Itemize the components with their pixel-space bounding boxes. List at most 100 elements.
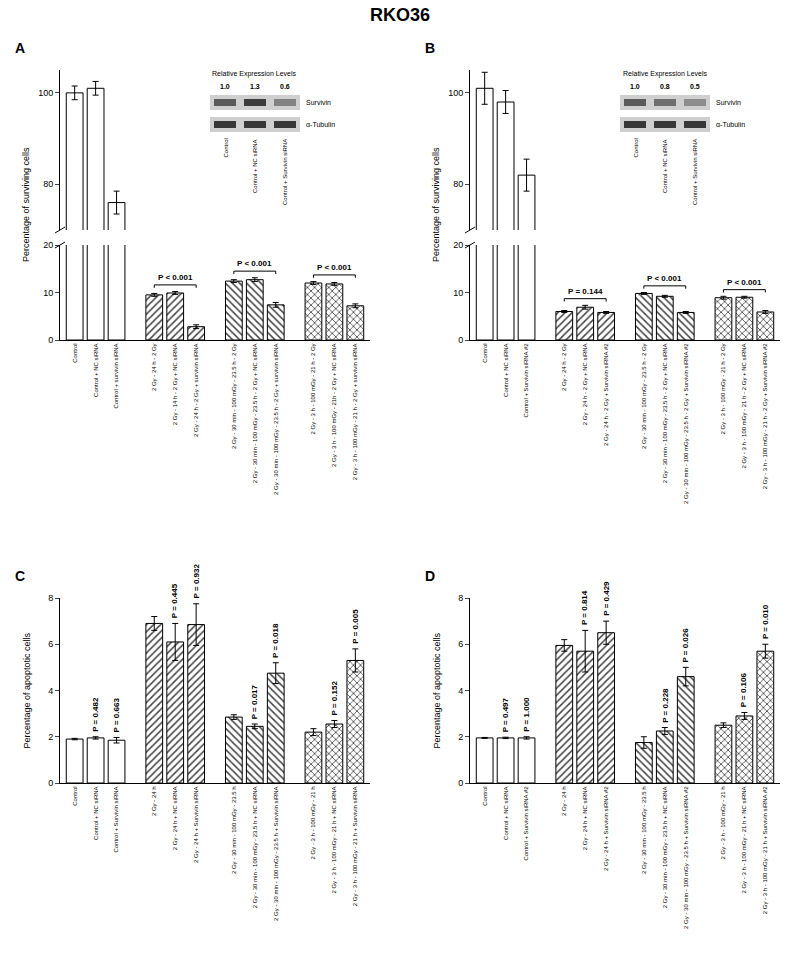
svg-text:2 Gy - 24 h + NC siRNA: 2 Gy - 24 h + NC siRNA [172,786,178,850]
svg-text:0.8: 0.8 [660,83,670,90]
svg-text:2 Gy - 24 h + NC siRNA: 2 Gy - 24 h + NC siRNA [582,786,588,850]
svg-text:0.5: 0.5 [690,83,700,90]
svg-text:Percentage of apoptotic cells: Percentage of apoptotic cells [432,632,442,748]
svg-text:P = 0.497: P = 0.497 [501,697,510,732]
svg-text:Control: Control [633,138,639,157]
svg-text:2 Gy - 30 min - 100 mGy - 23.5: 2 Gy - 30 min - 100 mGy - 23.5 h + NC si… [662,786,668,908]
svg-text:Percentage of apoptotic cells: Percentage of apoptotic cells [22,632,32,748]
svg-text:Control + NC siRNA: Control + NC siRNA [93,786,99,840]
svg-text:8: 8 [48,593,53,603]
svg-text:P = 0.026: P = 0.026 [681,628,690,663]
svg-text:2 Gy - 24 h - 2 Gy: 2 Gy - 24 h - 2 Gy [151,343,157,391]
svg-text:2 Gy - 30 min - 100 mGy - 23.5: 2 Gy - 30 min - 100 mGy - 23.5 h + Survi… [273,786,279,921]
svg-text:B: B [425,40,435,56]
svg-text:2 Gy - 24 h - 2 Gy + NC siRNA: 2 Gy - 24 h - 2 Gy + NC siRNA [582,343,588,425]
svg-text:2 Gy - 30 min - 100 mGy - 23.5: 2 Gy - 30 min - 100 mGy - 23.5 h [641,786,647,874]
svg-text:2 Gy - 24 h + Survivin siRNA: 2 Gy - 24 h + Survivin siRNA [193,786,199,863]
svg-text:Control + NC siRNA: Control + NC siRNA [662,139,668,193]
svg-text:1.0: 1.0 [220,83,230,90]
svg-text:0: 0 [458,335,463,345]
svg-text:Control: Control [482,343,488,362]
svg-text:2 Gy - 3 h - 100 mGy - 21 h -: 2 Gy - 3 h - 100 mGy - 21 h - 2 Gy + NC … [741,343,747,468]
svg-text:RKO36: RKO36 [370,5,430,25]
svg-text:2 Gy - 30 min - 100 mGy - 23.5: 2 Gy - 30 min - 100 mGy - 23.5 h - 2 Gy … [252,343,258,483]
svg-text:2 Gy - 3 h - 100 mGy - 21 h: 2 Gy - 3 h - 100 mGy - 21 h [310,786,316,859]
svg-text:α-Tubulin: α-Tubulin [716,121,745,128]
svg-text:2 Gy - 3 h - 100 mGy - 21h - 2: 2 Gy - 3 h - 100 mGy - 21h - 2 Gy + NC s… [331,343,337,467]
svg-text:2 Gy - 3 h - 100 mGy - 21 h +: 2 Gy - 3 h - 100 mGy - 21 h + Survivin s… [762,786,768,915]
svg-text:Control: Control [72,343,78,362]
svg-text:2 Gy - 14 h - 2 Gy + NC siRNA: 2 Gy - 14 h - 2 Gy + NC siRNA [172,343,178,425]
svg-text:0.6: 0.6 [280,83,290,90]
svg-text:Relative Expression Levels: Relative Expression Levels [623,70,708,78]
svg-text:0: 0 [458,778,463,788]
svg-text:20: 20 [453,240,463,250]
svg-text:Survivin: Survivin [716,99,741,106]
svg-text:20: 20 [43,240,53,250]
svg-text:P = 0.429: P = 0.429 [602,581,611,616]
svg-text:P = 0.663: P = 0.663 [112,698,121,733]
svg-text:2 Gy - 3 h - 100 mGy - 21 h +: 2 Gy - 3 h - 100 mGy - 21 h + NC siRNA [741,786,747,893]
svg-text:0: 0 [48,335,53,345]
svg-text:C: C [15,568,25,584]
svg-text:P = 0.005: P = 0.005 [351,609,360,644]
svg-text:1.3: 1.3 [250,83,260,90]
svg-text:2 Gy - 30 min - 100 mGy - 23.5: 2 Gy - 30 min - 100 mGy - 23.5 h - 2 Gy … [662,343,668,483]
svg-text:Percentage of surviving cells: Percentage of surviving cells [431,147,441,262]
svg-text:P = 0.017: P = 0.017 [250,684,259,719]
svg-text:Control + survivin siRNA: Control + survivin siRNA [114,343,120,408]
svg-text:2 Gy - 30 min - 100 mGy - 23.5: 2 Gy - 30 min - 100 mGy - 23.5 h - 2 Gy [641,343,647,449]
svg-text:Control + NC siRNA: Control + NC siRNA [503,786,509,840]
svg-text:2 Gy - 3 h - 100 mGy - 21 h +: 2 Gy - 3 h - 100 mGy - 21 h + NC siRNA [331,786,337,893]
svg-text:P = 0.018: P = 0.018 [271,623,280,658]
svg-text:2 Gy - 3 h - 100 mGy - 21 h: 2 Gy - 3 h - 100 mGy - 21 h [720,786,726,859]
svg-text:6: 6 [48,639,53,649]
svg-text:2 Gy - 24 h - 2 Gy + Survivin: 2 Gy - 24 h - 2 Gy + Survivin siRNA #2 [603,343,609,446]
svg-text:2 Gy - 3 h - 100 mGy - 21 h -: 2 Gy - 3 h - 100 mGy - 21 h - 2 Gy + sur… [352,343,358,480]
svg-text:80: 80 [453,179,463,189]
svg-text:P = 0.010: P = 0.010 [761,604,770,639]
svg-text:2 Gy - 24 h - 2 Gy: 2 Gy - 24 h - 2 Gy [561,343,567,391]
svg-text:P < 0.001: P < 0.001 [647,274,682,283]
svg-text:2 Gy - 24 h - 2 Gy + survivin: 2 Gy - 24 h - 2 Gy + survivin siRNA [193,343,199,437]
svg-text:P = 0.482: P = 0.482 [91,697,100,732]
svg-text:4: 4 [48,686,53,696]
svg-text:P < 0.001: P < 0.001 [158,273,193,282]
svg-text:2 Gy - 3 h - 100 mGy - 21 h -: 2 Gy - 3 h - 100 mGy - 21 h - 2 Gy + Sur… [762,343,768,490]
svg-text:Relative Expression Levels: Relative Expression Levels [212,70,297,78]
svg-text:Control + NC siRNA: Control + NC siRNA [93,343,99,397]
svg-text:4: 4 [458,686,463,696]
svg-text:2: 2 [458,732,463,742]
svg-text:2 Gy - 3 h - 100 mGy - 21 h -: 2 Gy - 3 h - 100 mGy - 21 h - 2 Gy [310,343,316,434]
svg-text:Control: Control [482,786,488,805]
svg-text:Control: Control [223,138,229,157]
svg-text:2 Gy - 24 h: 2 Gy - 24 h [561,786,567,816]
svg-text:2 Gy - 30 min - 100 mGy - 23.5: 2 Gy - 30 min - 100 mGy - 23.5 h - 2 Gy [231,343,237,449]
svg-text:A: A [15,40,25,56]
svg-text:10: 10 [453,288,463,298]
svg-text:Control + Survivin siRNA #2: Control + Survivin siRNA #2 [524,343,530,418]
svg-text:10: 10 [43,288,53,298]
svg-text:Survivin: Survivin [306,99,331,106]
svg-text:Control + Survivin siRNA: Control + Survivin siRNA [114,786,120,852]
svg-text:Control + Survivin siRNA: Control + Survivin siRNA [282,139,288,205]
svg-text:P = 0.445: P = 0.445 [170,583,179,618]
svg-text:Percentage of surviving cells: Percentage of surviving cells [21,147,31,262]
svg-text:2 Gy - 3 h - 100 mGy - 21 h -: 2 Gy - 3 h - 100 mGy - 21 h - 2 Gy [720,343,726,434]
svg-text:2 Gy - 24 h + Survivin siRNA #: 2 Gy - 24 h + Survivin siRNA #2 [603,786,609,871]
svg-text:Control + Survivin siRNA #2: Control + Survivin siRNA #2 [524,786,530,861]
svg-text:P = 1.000: P = 1.000 [522,697,531,732]
svg-text:P = 0.932: P = 0.932 [192,564,201,599]
svg-text:2 Gy - 3 h - 100 mGy - 21 h +: 2 Gy - 3 h - 100 mGy - 21 h + Survivin s… [352,786,358,906]
svg-text:8: 8 [458,593,463,603]
svg-text:P < 0.001: P < 0.001 [237,259,272,268]
svg-text:P < 0.001: P < 0.001 [317,263,352,272]
svg-text:D: D [425,568,435,584]
svg-text:6: 6 [458,639,463,649]
svg-text:P < 0.001: P < 0.001 [727,278,762,287]
svg-text:2 Gy - 30 min - 100 mGy - 23.5: 2 Gy - 30 min - 100 mGy - 23.5 h + Survi… [683,786,689,929]
svg-text:α-Tubulin: α-Tubulin [306,121,335,128]
svg-text:100: 100 [38,88,53,98]
svg-text:2 Gy - 30 min - 100 mGy - 23.5: 2 Gy - 30 min - 100 mGy - 23.5 h - 2 Gy … [273,343,279,495]
svg-text:P = 0.228: P = 0.228 [661,688,670,723]
